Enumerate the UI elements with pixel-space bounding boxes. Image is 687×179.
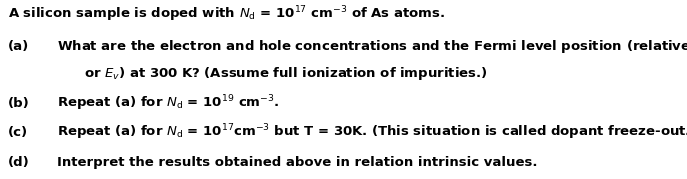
Text: Interpret the results obtained above in relation intrinsic values.: Interpret the results obtained above in …: [57, 156, 537, 170]
Text: A silicon sample is doped with $N_\mathrm{d}$ = 10$^{17}$ cm$^{-3}$ of As atoms.: A silicon sample is doped with $N_\mathr…: [8, 4, 446, 24]
Text: (c): (c): [8, 126, 28, 139]
Text: Repeat (a) for $N_\mathrm{d}$ = 10$^{19}$ cm$^{-3}$.: Repeat (a) for $N_\mathrm{d}$ = 10$^{19}…: [57, 93, 280, 113]
Text: (a): (a): [8, 40, 30, 53]
Text: (d): (d): [8, 156, 30, 170]
Text: (b): (b): [8, 97, 30, 110]
Text: or $E_v$) at 300 K? (Assume full ionization of impurities.): or $E_v$) at 300 K? (Assume full ionizat…: [84, 65, 487, 82]
Text: What are the electron and hole concentrations and the Fermi level position (rela: What are the electron and hole concentra…: [57, 38, 687, 55]
Text: Repeat (a) for $N_\mathrm{d}$ = 10$^{17}$cm$^{-3}$ but T = 30K. (This situation : Repeat (a) for $N_\mathrm{d}$ = 10$^{17}…: [57, 122, 687, 142]
